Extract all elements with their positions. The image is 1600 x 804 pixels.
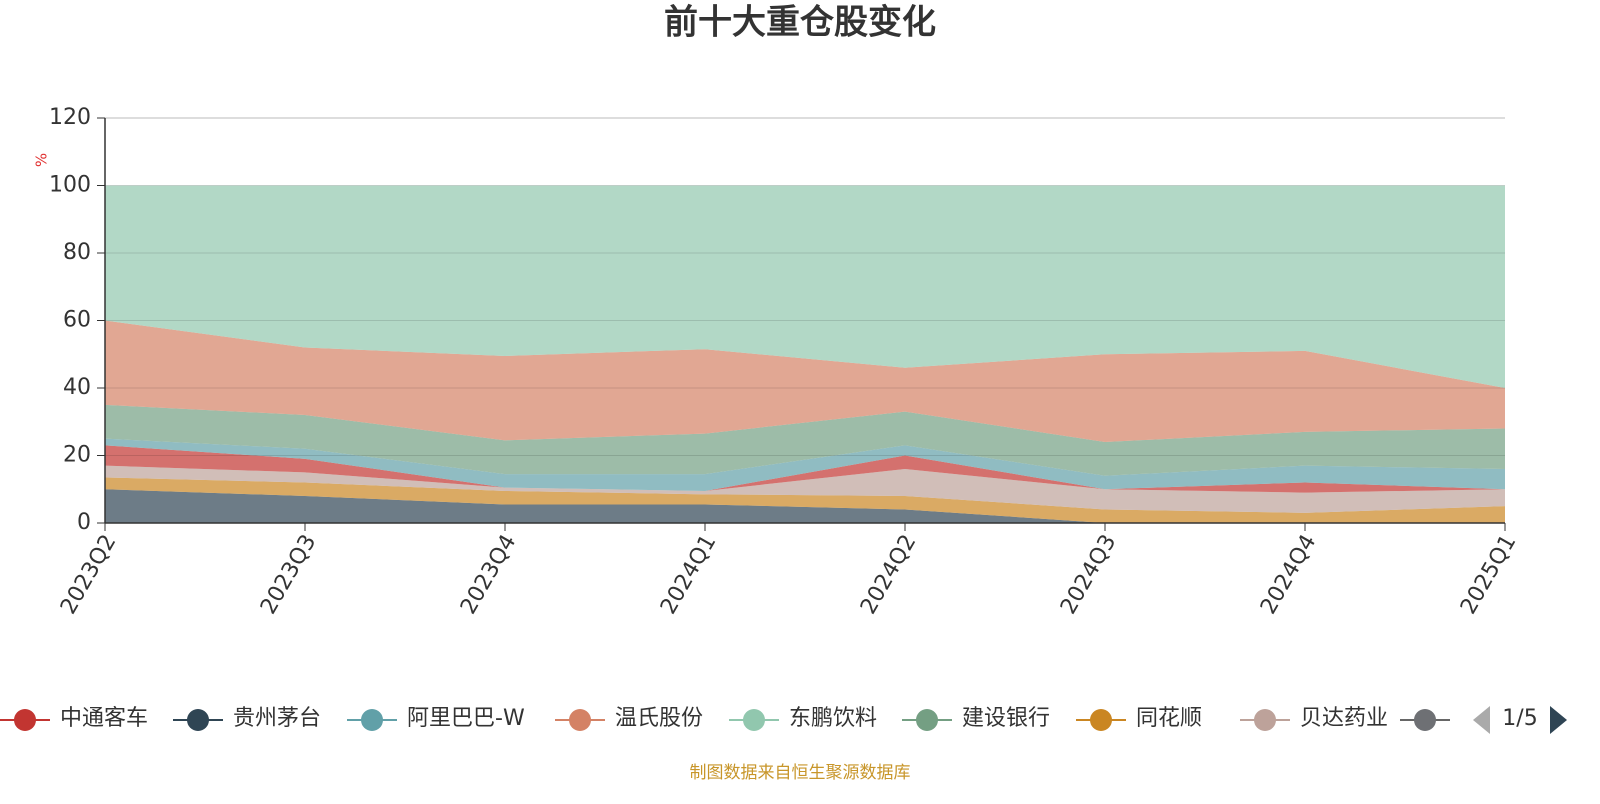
legend-page: 1/5	[1502, 706, 1537, 731]
legend-label: 中通客车	[60, 706, 148, 731]
legend-item[interactable]: 东鹏饮料	[729, 706, 877, 731]
legend-label: 温氏股份	[615, 706, 703, 731]
area	[105, 445, 1505, 493]
source-note: 制图数据来自恒生聚源数据库	[690, 763, 911, 783]
legend-dot	[1254, 709, 1276, 731]
legend-item[interactable]: 温氏股份	[555, 706, 703, 731]
legend-label: 贝达药业	[1300, 706, 1388, 731]
legend-item[interactable]: 贝达药业	[1240, 706, 1388, 731]
legend-dot	[1090, 709, 1112, 731]
y-axis-label: %	[33, 153, 51, 167]
extra-legend-icon	[1400, 709, 1450, 731]
area	[105, 438, 1505, 491]
y-tick-label: 20	[63, 443, 91, 468]
chart-title: 前十大重仓股变化	[664, 3, 936, 43]
area	[105, 489, 1505, 523]
x-tick-label: 2023Q4	[456, 531, 521, 619]
x-tick-label: 2025Q1	[1456, 531, 1521, 619]
legend-dot	[743, 709, 765, 731]
legend-label: 贵州茅台	[233, 706, 321, 731]
legend-item[interactable]: 建设银行	[902, 706, 1050, 731]
x-tick-label: 2023Q2	[56, 531, 121, 619]
legend-label: 阿里巴巴-W	[407, 706, 525, 731]
legend-prev[interactable]	[1473, 706, 1490, 734]
legend-label: 建设银行	[962, 706, 1050, 731]
legend-item[interactable]: 阿里巴巴-W	[347, 706, 525, 731]
area	[105, 465, 1505, 513]
y-tick-label: 60	[63, 308, 91, 333]
legend-item[interactable]: 同花顺	[1076, 706, 1202, 731]
legend-dot	[361, 709, 383, 731]
x-tick-label: 2024Q2	[856, 531, 921, 619]
legend-dot	[1414, 709, 1436, 731]
legend-dot	[14, 709, 36, 731]
y-tick-label: 120	[49, 105, 91, 130]
legend-dot	[187, 709, 209, 731]
legend-item[interactable]: 中通客车	[0, 706, 148, 731]
legend-next[interactable]	[1550, 706, 1567, 734]
y-tick-label: 0	[77, 510, 91, 535]
area	[105, 185, 1505, 388]
legend-item[interactable]: 贵州茅台	[173, 706, 321, 731]
areas	[105, 185, 1505, 523]
legend-label: 同花顺	[1136, 706, 1202, 731]
x-tick-label: 2024Q1	[656, 531, 721, 619]
y-tick-label: 100	[49, 173, 91, 198]
y-tick-label: 80	[63, 240, 91, 265]
x-tick-label: 2023Q3	[256, 531, 321, 619]
y-tick-label: 40	[63, 375, 91, 400]
x-tick-label: 2024Q4	[1256, 531, 1321, 619]
legend-dot	[569, 709, 591, 731]
legend-label: 东鹏饮料	[789, 706, 877, 731]
x-tick-label: 2024Q3	[1056, 531, 1121, 619]
area	[105, 404, 1505, 476]
legend-dot	[916, 709, 938, 731]
area	[105, 320, 1505, 442]
